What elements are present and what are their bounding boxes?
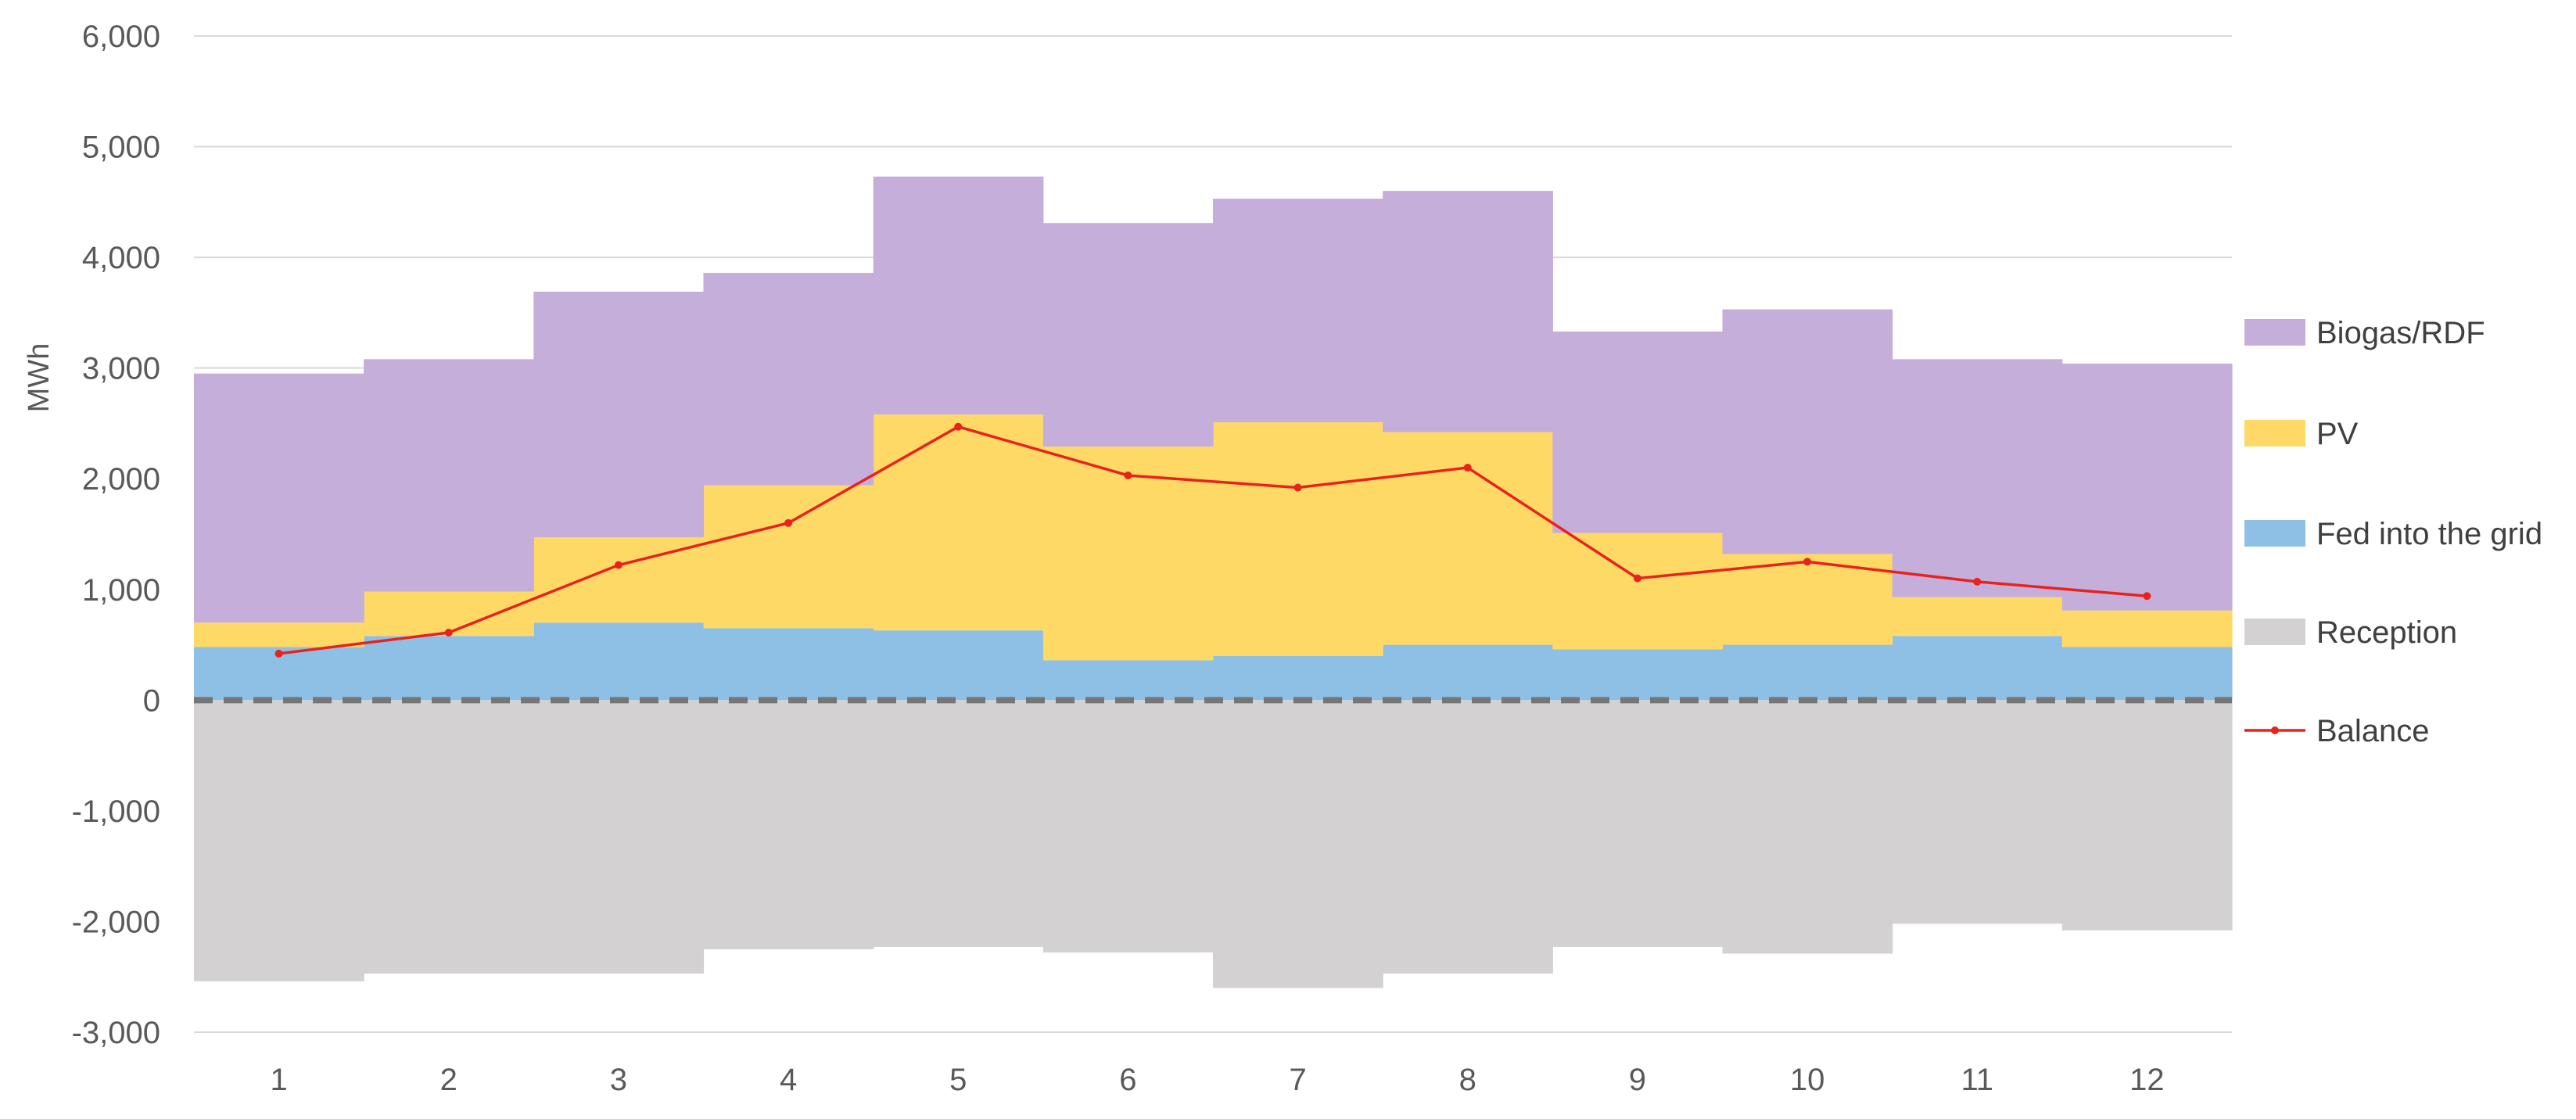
area-reception-month-3: [533, 700, 705, 974]
area-reception-month-4: [703, 700, 874, 949]
area-pv-month-6: [1042, 447, 1214, 661]
area-pv-month-12: [2061, 610, 2233, 647]
point-balance-month-9: [1633, 574, 1641, 583]
x-tick-label: 8: [1459, 1063, 1476, 1097]
area-reception-month-1: [194, 700, 364, 981]
x-tick-label: 6: [1119, 1063, 1136, 1097]
area-fed-into-the-grid-month-2: [364, 636, 534, 701]
area-fed-into-the-grid-month-9: [1552, 649, 1724, 701]
area-biogas-rdf-month-7: [1213, 199, 1383, 423]
area-fed-into-the-grid-month-10: [1722, 644, 1893, 701]
point-balance-month-5: [954, 422, 963, 431]
area-fed-into-the-grid-month-4: [703, 628, 874, 701]
x-tick-label: 3: [610, 1063, 627, 1097]
y-axis-tick-labels: -3,000 -2,000 -1,000 0 1,000 2,000 3,000 4,000 5…: [72, 20, 160, 1050]
point-balance-month-3: [614, 561, 622, 569]
y-axis-title: MWh: [23, 343, 56, 413]
area-fed-into-the-grid-month-11: [1892, 636, 2063, 701]
area-pv-month-7: [1213, 422, 1383, 656]
area-reception-month-12: [2061, 700, 2233, 931]
x-tick-label: 12: [2129, 1063, 2165, 1097]
y-tick-label: 5,000: [82, 131, 160, 165]
point-balance-month-1: [274, 649, 283, 658]
point-balance-month-11: [1973, 577, 1982, 586]
x-tick-label: 2: [440, 1063, 457, 1097]
area-fed-into-the-grid-month-7: [1213, 655, 1383, 701]
area-pv-month-11: [1892, 597, 2063, 637]
area-pv-month-4: [703, 485, 874, 629]
area-reception-month-11: [1892, 700, 2063, 924]
area-pv-month-1: [194, 622, 364, 647]
area-biogas-rdf-month-8: [1383, 191, 1553, 432]
legend-marker-balance: [2271, 726, 2279, 734]
area-reception-month-5: [873, 700, 1044, 948]
area-fed-into-the-grid-month-6: [1042, 660, 1214, 701]
area-biogas-rdf-month-10: [1722, 309, 1893, 554]
x-tick-label: 11: [1961, 1063, 1993, 1097]
area-biogas-rdf-month-1: [194, 373, 364, 623]
axis-titles: MWh: [23, 343, 56, 413]
area-reception-month-2: [364, 700, 534, 974]
y-tick-label: -2,000: [72, 905, 160, 939]
area-biogas-rdf-month-11: [1892, 359, 2063, 597]
y-tick-label: -3,000: [72, 1016, 160, 1050]
area-fed-into-the-grid-month-12: [2061, 647, 2233, 701]
y-tick-label: -1,000: [72, 794, 160, 829]
area-biogas-rdf-month-5: [873, 176, 1044, 415]
area-reception-month-7: [1213, 700, 1383, 988]
area-pv-month-5: [873, 414, 1044, 631]
area-pv-month-2: [364, 591, 534, 637]
legend-label-biogas-rdf: Biogas/RDF: [2316, 316, 2485, 350]
x-tick-label: 4: [780, 1063, 797, 1097]
legend: Biogas/RDF PV Fed into the grid Reception Ba…: [2244, 316, 2542, 748]
area-fed-into-the-grid-month-3: [533, 622, 705, 701]
balance-line-group: [274, 422, 2151, 658]
legend-swatch-fed-into-the-grid: [2244, 520, 2305, 547]
x-tick-label: 5: [949, 1063, 967, 1097]
y-tick-label: 0: [143, 683, 160, 718]
legend-swatch-reception: [2244, 619, 2305, 645]
area-biogas-rdf-month-4: [703, 272, 874, 486]
x-tick-label: 10: [1790, 1063, 1825, 1097]
area-fed-into-the-grid-month-5: [873, 630, 1044, 701]
point-balance-month-6: [1124, 471, 1132, 479]
x-tick-label: 1: [270, 1063, 287, 1097]
area-reception-month-6: [1042, 700, 1214, 953]
legend-swatch-pv: [2244, 420, 2305, 447]
point-balance-month-10: [1803, 558, 1812, 566]
legend-label-fed-into-the-grid: Fed into the grid: [2316, 517, 2542, 551]
point-balance-month-4: [784, 518, 793, 527]
legend-swatch-biogas-rdf: [2244, 319, 2305, 346]
area-biogas-rdf-month-12: [2061, 364, 2233, 611]
y-tick-label: 3,000: [82, 352, 160, 386]
legend-label-reception: Reception: [2316, 615, 2457, 650]
point-balance-month-2: [444, 628, 453, 637]
area-pv-month-9: [1552, 533, 1724, 650]
area-reception-month-9: [1552, 700, 1724, 948]
point-balance-month-7: [1293, 483, 1302, 492]
point-balance-month-8: [1463, 464, 1472, 472]
x-tick-label: 7: [1289, 1063, 1306, 1097]
area-series: [194, 176, 2233, 988]
area-biogas-rdf-month-9: [1552, 331, 1724, 533]
x-tick-label: 9: [1629, 1063, 1646, 1097]
y-tick-label: 1,000: [82, 573, 160, 608]
legend-label-balance: Balance: [2316, 714, 2430, 748]
area-biogas-rdf-month-2: [364, 359, 534, 592]
point-balance-month-12: [2143, 592, 2151, 601]
area-reception-month-8: [1383, 700, 1553, 974]
y-tick-label: 6,000: [82, 20, 160, 54]
x-axis-tick-labels: 1 2 3 4 5 6 7 8 9 10 11 12: [270, 1063, 2164, 1097]
y-tick-label: 4,000: [82, 241, 160, 275]
area-fed-into-the-grid-month-8: [1383, 644, 1553, 701]
line-balance: [278, 425, 2147, 655]
area-biogas-rdf-month-6: [1042, 223, 1214, 447]
area-reception-month-10: [1722, 700, 1893, 954]
y-tick-label: 2,000: [82, 462, 160, 497]
area-biogas-rdf-month-3: [533, 291, 705, 538]
legend-label-pv: PV: [2316, 417, 2359, 451]
